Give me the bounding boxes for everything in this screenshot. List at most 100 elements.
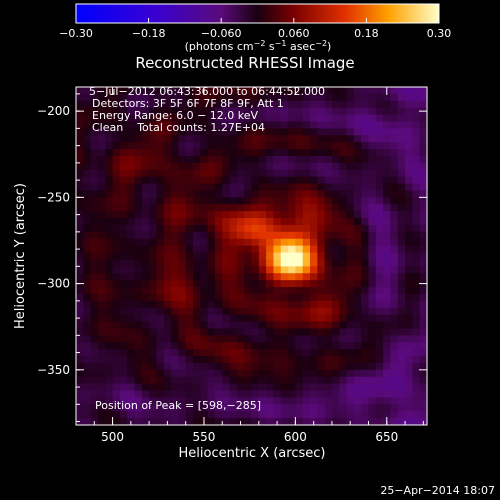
heatmap-cell xyxy=(412,362,421,371)
heatmap-cell xyxy=(295,342,304,350)
heatmap-cell xyxy=(405,259,413,267)
heatmap-cell xyxy=(83,162,92,171)
heatmap-cell xyxy=(83,418,92,425)
heatmap-cell xyxy=(171,135,179,143)
heatmap-cell xyxy=(214,390,223,399)
heatmap-cell xyxy=(229,121,238,129)
heatmap-cell xyxy=(90,411,99,419)
heatmap-cell xyxy=(214,211,223,219)
heatmap-cell xyxy=(76,356,84,364)
heatmap-cell xyxy=(127,397,136,405)
heatmap-cell xyxy=(97,93,106,102)
heatmap-cell xyxy=(185,411,194,419)
heatmap-cell xyxy=(105,107,114,116)
heatmap-cell xyxy=(375,224,384,233)
heatmap-cell xyxy=(134,397,143,405)
heatmap-cell xyxy=(346,204,355,212)
heatmap-cell xyxy=(171,155,179,164)
x-axis-label: Heliocentric X (arcsec) xyxy=(179,446,326,461)
heatmap-cell xyxy=(163,100,172,109)
heatmap-cell xyxy=(346,411,355,419)
heatmap-cell xyxy=(310,252,318,261)
heatmap-cell xyxy=(229,314,238,323)
heatmap-cell xyxy=(288,404,296,412)
heatmap-cell xyxy=(412,259,421,267)
heatmap-cell xyxy=(353,155,362,164)
heatmap-cell xyxy=(390,356,399,364)
heatmap-cell xyxy=(353,100,362,109)
heatmap-cell xyxy=(266,149,275,157)
heatmap-cell xyxy=(368,259,377,267)
heatmap-cell xyxy=(119,218,128,226)
heatmap-cell xyxy=(222,266,231,274)
heatmap-cell xyxy=(171,335,179,343)
heatmap-cell xyxy=(149,128,158,136)
heatmap-cell xyxy=(207,287,216,295)
heatmap-cell xyxy=(90,342,99,350)
heatmap-cell xyxy=(236,307,245,316)
heatmap-cell xyxy=(244,280,253,288)
heatmap-cell xyxy=(90,142,99,150)
heatmap-cell xyxy=(317,321,326,330)
heatmap-cell xyxy=(375,293,384,302)
heatmap-cell xyxy=(229,245,238,254)
heatmap-cell xyxy=(244,266,253,274)
heatmap-cell xyxy=(361,93,370,102)
heatmap-cell xyxy=(178,107,187,116)
heatmap-cell xyxy=(383,390,392,399)
heatmap-cell xyxy=(397,328,406,336)
heatmap-cell xyxy=(178,190,187,198)
heatmap-cell xyxy=(419,259,427,267)
heatmap-cell xyxy=(419,183,427,192)
heatmap-cell xyxy=(127,190,136,198)
heatmap-cell xyxy=(97,300,106,309)
heatmap-cell xyxy=(236,197,245,205)
heatmap-cell xyxy=(200,142,209,150)
heatmap-cell xyxy=(339,224,348,233)
heatmap-cell xyxy=(193,183,201,192)
heatmap-cell xyxy=(419,335,427,343)
heatmap-cell xyxy=(141,238,150,247)
heatmap-cell xyxy=(390,252,399,261)
heatmap-cell xyxy=(273,390,282,399)
heatmap-cell xyxy=(405,93,413,102)
heatmap-cell xyxy=(141,404,150,412)
heatmap-cell xyxy=(178,321,187,330)
heatmap-cell xyxy=(214,231,223,240)
heatmap-cell xyxy=(317,287,326,295)
heatmap-cell xyxy=(405,376,413,385)
heatmap-cell xyxy=(324,107,333,116)
heatmap-cell xyxy=(412,190,421,198)
heatmap-cell xyxy=(317,356,326,364)
heatmap-cell xyxy=(368,418,377,425)
heatmap-cell xyxy=(324,390,333,399)
heatmap-cell xyxy=(105,155,114,164)
heatmap-cell xyxy=(207,335,216,343)
heatmap-cell xyxy=(222,204,231,212)
heatmap-cell xyxy=(163,190,172,198)
heatmap-cell xyxy=(324,183,333,192)
heatmap-cell xyxy=(288,376,296,385)
heatmap-cell xyxy=(97,135,106,143)
heatmap-cell xyxy=(266,293,275,302)
heatmap-cell xyxy=(339,300,348,309)
heatmap-cell xyxy=(214,155,223,164)
heatmap-cell xyxy=(390,204,399,212)
heatmap-cell xyxy=(419,204,427,212)
heatmap-cell xyxy=(288,335,296,343)
heatmap-cell xyxy=(412,383,421,392)
heatmap-cell xyxy=(353,411,362,419)
heatmap-cell xyxy=(134,273,143,281)
heatmap-cell xyxy=(222,245,231,254)
heatmap-cell xyxy=(119,266,128,274)
heatmap-cell xyxy=(141,93,150,102)
heatmap-cell xyxy=(353,418,362,425)
heatmap-cell xyxy=(119,238,128,247)
heatmap-cell xyxy=(361,273,370,281)
heatmap-cell xyxy=(185,142,194,150)
heatmap-cell xyxy=(236,176,245,185)
heatmap-cell xyxy=(214,335,223,343)
heatmap-cell xyxy=(236,273,245,281)
heatmap-cell xyxy=(244,404,253,412)
heatmap-cell xyxy=(397,224,406,233)
